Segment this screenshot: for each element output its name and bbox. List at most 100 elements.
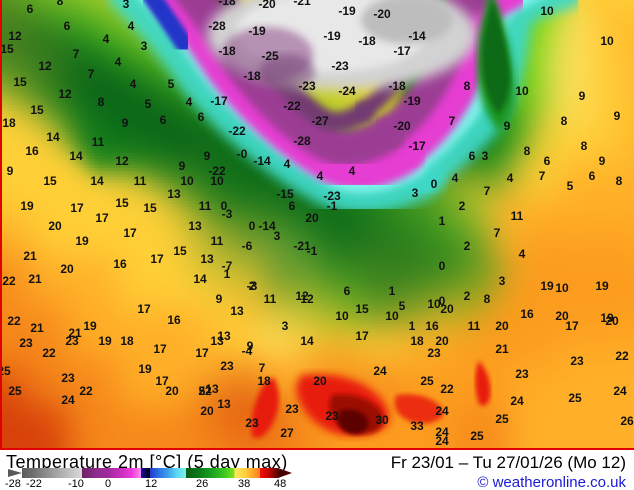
svg-text:15: 15 <box>2 42 14 56</box>
svg-text:15: 15 <box>115 196 129 210</box>
svg-text:24: 24 <box>510 394 524 408</box>
svg-text:10: 10 <box>210 174 224 188</box>
svg-text:-19: -19 <box>403 94 421 108</box>
svg-text:17: 17 <box>150 252 164 266</box>
svg-text:5: 5 <box>399 299 406 313</box>
svg-text:11: 11 <box>199 199 212 213</box>
svg-text:4: 4 <box>519 247 526 261</box>
svg-text:-25: -25 <box>261 49 279 63</box>
svg-text:24: 24 <box>613 384 627 398</box>
svg-text:15: 15 <box>143 201 157 215</box>
svg-text:1: 1 <box>409 319 416 333</box>
svg-text:25: 25 <box>2 364 11 378</box>
svg-text:-1: -1 <box>307 244 318 258</box>
svg-text:3: 3 <box>274 229 281 243</box>
svg-text:23: 23 <box>65 334 79 348</box>
svg-text:7: 7 <box>259 361 266 375</box>
svg-text:-17: -17 <box>393 44 411 58</box>
svg-text:5: 5 <box>145 97 152 111</box>
svg-text:-18: -18 <box>358 34 376 48</box>
svg-text:21: 21 <box>495 342 509 356</box>
svg-text:-22: -22 <box>283 99 301 113</box>
svg-text:-23: -23 <box>298 79 316 93</box>
svg-text:1: 1 <box>439 214 446 228</box>
svg-text:4: 4 <box>317 169 324 183</box>
svg-text:8: 8 <box>57 0 64 8</box>
svg-text:10: 10 <box>540 4 554 18</box>
svg-text:7: 7 <box>484 184 491 198</box>
svg-text:7: 7 <box>539 169 546 183</box>
svg-text:8: 8 <box>98 95 105 109</box>
svg-text:18: 18 <box>120 334 134 348</box>
svg-text:1: 1 <box>389 284 396 298</box>
svg-text:20: 20 <box>440 302 454 316</box>
svg-text:3: 3 <box>412 186 419 200</box>
svg-text:4: 4 <box>507 171 514 185</box>
svg-text:23: 23 <box>245 416 259 430</box>
svg-text:8: 8 <box>561 114 568 128</box>
svg-text:17: 17 <box>70 201 84 215</box>
svg-text:19: 19 <box>138 362 152 376</box>
svg-text:4: 4 <box>186 95 193 109</box>
svg-text:16: 16 <box>113 257 127 271</box>
svg-text:13: 13 <box>217 329 231 343</box>
svg-text:21: 21 <box>28 272 42 286</box>
svg-text:20: 20 <box>60 262 74 276</box>
svg-text:-20: -20 <box>373 7 391 21</box>
svg-text:22: 22 <box>42 346 56 360</box>
svg-text:9: 9 <box>216 292 223 306</box>
svg-text:13: 13 <box>230 304 244 318</box>
svg-text:-21: -21 <box>293 0 311 8</box>
svg-text:-24: -24 <box>338 84 356 98</box>
svg-text:-18: -18 <box>218 44 236 58</box>
svg-text:33: 33 <box>410 419 424 433</box>
svg-text:5: 5 <box>567 179 574 193</box>
svg-text:23: 23 <box>570 354 584 368</box>
svg-text:20: 20 <box>48 219 62 233</box>
svg-text:0: 0 <box>439 259 446 273</box>
svg-text:20: 20 <box>555 309 569 323</box>
svg-text:25: 25 <box>568 391 582 405</box>
svg-text:4: 4 <box>128 19 135 33</box>
svg-text:-23: -23 <box>331 59 349 73</box>
svg-text:-14: -14 <box>408 29 426 43</box>
svg-text:-19: -19 <box>248 24 266 38</box>
svg-text:7: 7 <box>449 114 456 128</box>
svg-text:-14: -14 <box>253 154 271 168</box>
svg-text:4: 4 <box>284 157 291 171</box>
svg-text:27: 27 <box>280 426 294 440</box>
svg-text:3: 3 <box>482 149 489 163</box>
svg-text:4: 4 <box>130 77 137 91</box>
svg-text:-0: -0 <box>237 147 248 161</box>
svg-text:0: 0 <box>249 219 256 233</box>
svg-text:9: 9 <box>122 116 129 130</box>
svg-text:20: 20 <box>605 314 619 328</box>
svg-text:9: 9 <box>579 89 586 103</box>
svg-text:7: 7 <box>73 47 80 61</box>
svg-text:13: 13 <box>205 382 219 396</box>
svg-text:18: 18 <box>257 374 271 388</box>
svg-text:-18: -18 <box>388 79 406 93</box>
svg-text:-28: -28 <box>208 19 226 33</box>
svg-text:2: 2 <box>459 199 466 213</box>
svg-text:17: 17 <box>195 346 209 360</box>
svg-text:12: 12 <box>300 292 314 306</box>
svg-text:16: 16 <box>425 319 439 333</box>
svg-text:25: 25 <box>470 429 484 443</box>
svg-text:-19: -19 <box>338 4 356 18</box>
svg-text:16: 16 <box>167 313 181 327</box>
svg-text:8: 8 <box>484 292 491 306</box>
svg-text:9: 9 <box>614 109 621 123</box>
svg-text:10: 10 <box>427 297 441 311</box>
svg-text:24: 24 <box>373 364 387 378</box>
svg-text:22: 22 <box>79 384 93 398</box>
svg-text:5: 5 <box>168 77 175 91</box>
svg-text:13: 13 <box>200 252 214 266</box>
svg-text:-28: -28 <box>293 134 311 148</box>
svg-text:12: 12 <box>115 154 129 168</box>
svg-text:9: 9 <box>247 339 254 353</box>
svg-text:4: 4 <box>349 164 356 178</box>
svg-text:6: 6 <box>198 110 205 124</box>
svg-text:15: 15 <box>13 75 27 89</box>
svg-text:24: 24 <box>61 393 75 407</box>
